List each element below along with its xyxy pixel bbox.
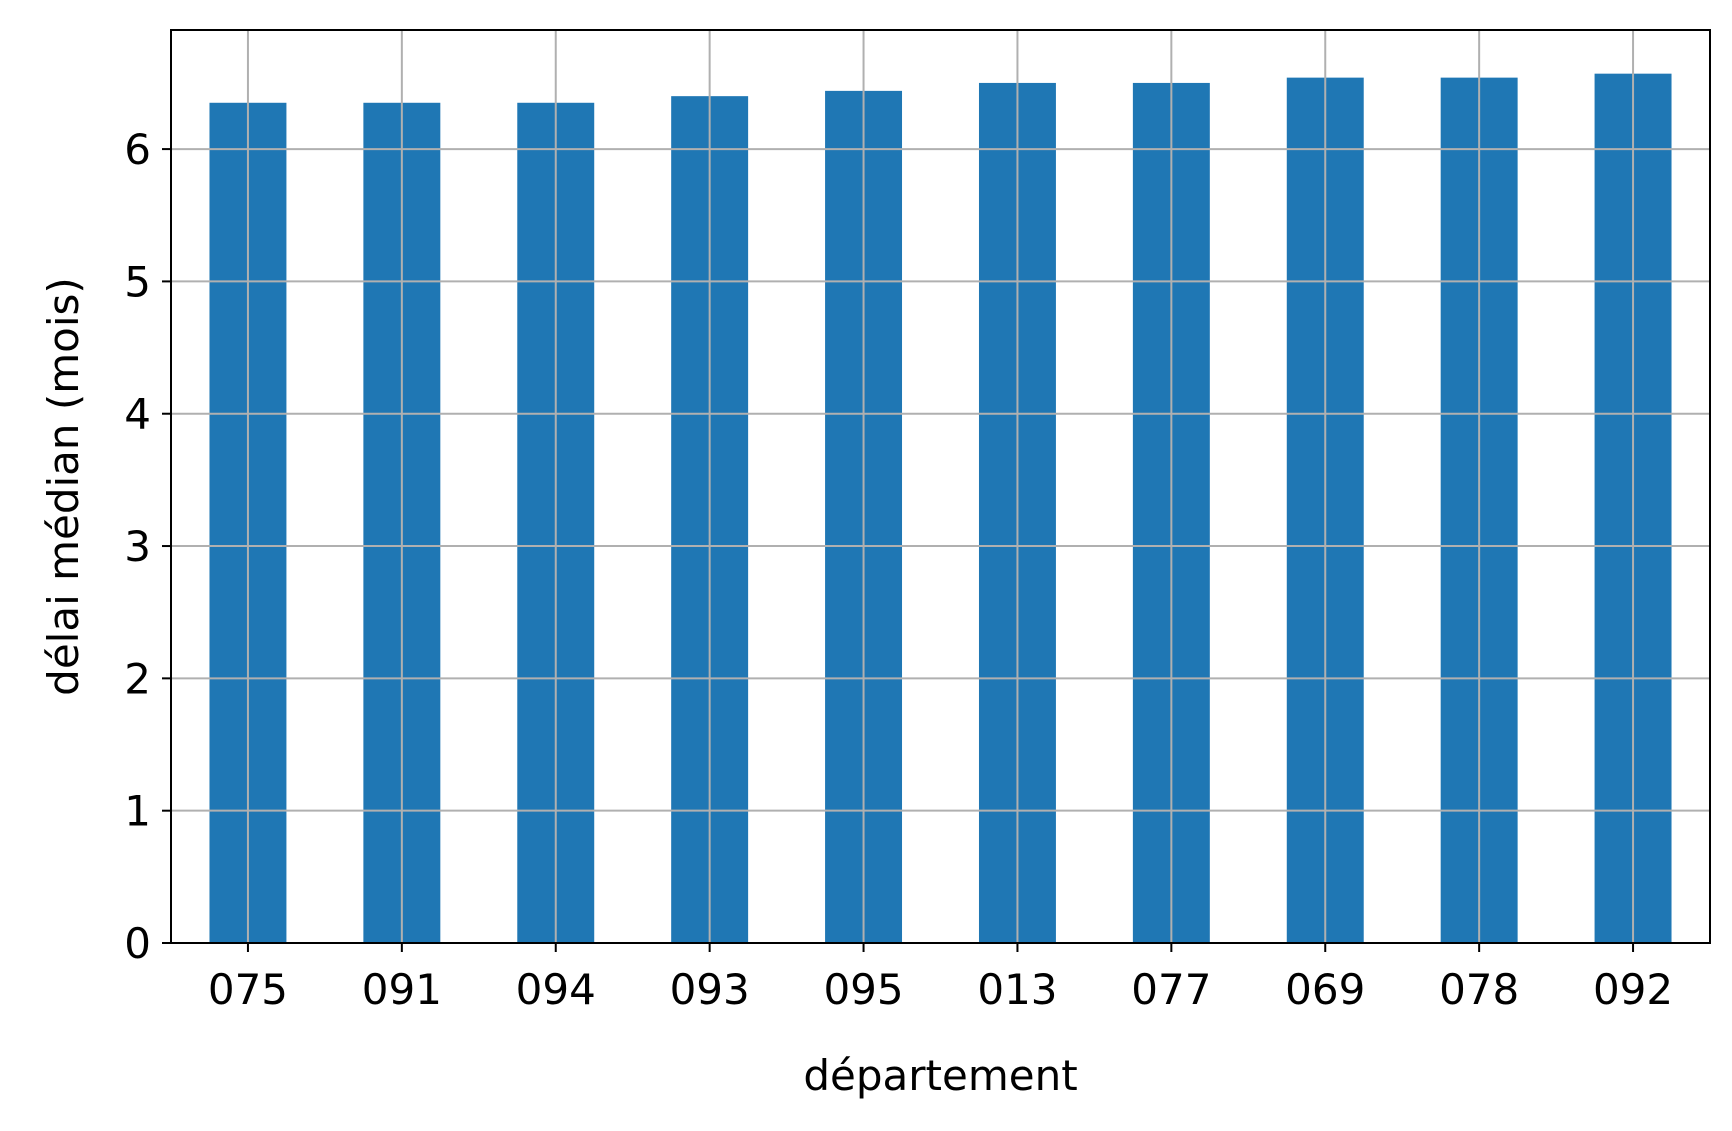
y-axis-label: délai médian (mois) <box>39 277 88 696</box>
x-tick-label-094: 094 <box>516 965 596 1014</box>
x-tick-label-091: 091 <box>362 965 442 1014</box>
x-axis-label: département <box>803 1051 1077 1100</box>
y-tick-label-5: 5 <box>124 257 151 306</box>
y-tick-label-1: 1 <box>124 787 151 836</box>
x-tick-label-077: 077 <box>1131 965 1211 1014</box>
y-tick-label-4: 4 <box>124 390 151 439</box>
y-tick-label-0: 0 <box>124 919 151 968</box>
x-tick-label-095: 095 <box>823 965 903 1014</box>
y-tick-label-2: 2 <box>124 654 151 703</box>
x-tick-label-092: 092 <box>1593 965 1673 1014</box>
x-tick-label-093: 093 <box>670 965 750 1014</box>
y-tick-label-3: 3 <box>124 522 151 571</box>
x-tick-label-078: 078 <box>1439 965 1519 1014</box>
ticks-group: 0 1 2 3 4 5 6 075 091 094 093 095 013 077 069 078 092 <box>124 125 1673 1014</box>
x-tick-label-013: 013 <box>977 965 1057 1014</box>
y-tick-label-6: 6 <box>124 125 151 174</box>
x-tick-label-075: 075 <box>208 965 288 1014</box>
gridlines <box>171 30 1710 944</box>
plot-frame <box>170 29 1711 944</box>
x-tick-label-069: 069 <box>1285 965 1365 1014</box>
